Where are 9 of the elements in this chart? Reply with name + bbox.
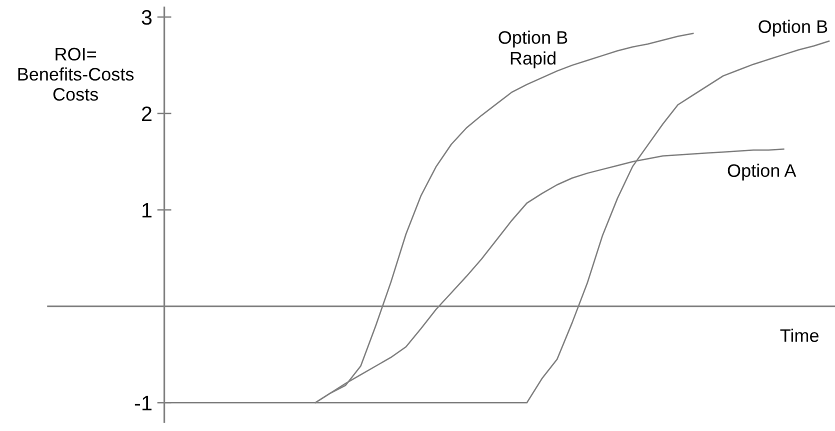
y-tick-label: 2 [142, 106, 152, 122]
x-axis-title: Time [780, 328, 819, 342]
y-tick-label: -1 [134, 396, 152, 410]
series-label: Option B Rapid [498, 30, 568, 68]
y-tick-label: 3 [142, 10, 152, 25]
series-label: Option A [728, 164, 796, 181]
y-tick-label: 1 [142, 203, 152, 218]
series-label: Option B [758, 20, 828, 37]
y-axis-title: ROI= Benefits-Costs Costs [18, 48, 134, 101]
